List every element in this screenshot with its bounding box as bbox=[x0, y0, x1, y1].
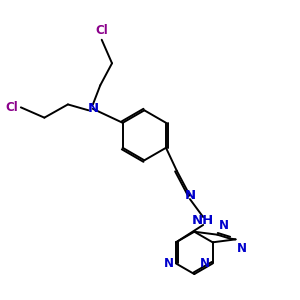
Text: Cl: Cl bbox=[95, 24, 108, 38]
Text: NH: NH bbox=[192, 214, 214, 227]
Text: N: N bbox=[200, 257, 210, 270]
Text: N: N bbox=[184, 189, 196, 202]
Text: N: N bbox=[87, 102, 98, 115]
Text: N: N bbox=[164, 257, 174, 270]
Text: N: N bbox=[237, 242, 247, 255]
Text: N: N bbox=[219, 219, 229, 232]
Text: Cl: Cl bbox=[5, 101, 18, 114]
